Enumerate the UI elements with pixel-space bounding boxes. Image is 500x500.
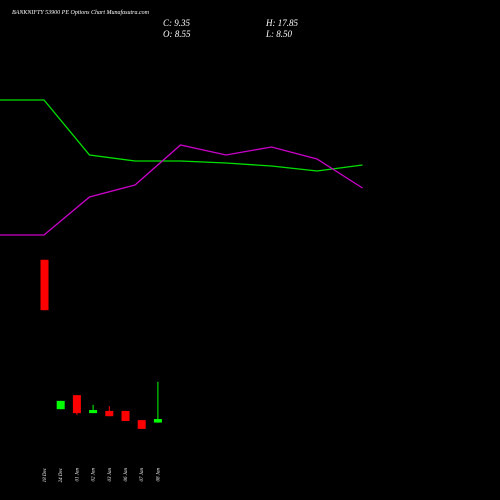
- candle-body: [72, 395, 81, 414]
- x-tick-label: 06 Jan: [124, 468, 129, 482]
- x-tick-label: 07 Jan: [140, 468, 145, 482]
- ohlc-label: H: 17.85: [265, 18, 298, 28]
- candle-body: [56, 400, 65, 410]
- x-tick-label: 18 Dec: [43, 467, 48, 482]
- candle-body: [105, 410, 114, 417]
- chart-title: BANKNIFTY 53900 PE Options Chart Munafas…: [12, 9, 150, 16]
- candle-body: [137, 420, 146, 429]
- ohlc-label: C: 9.35: [163, 18, 191, 28]
- x-tick-label: 03 Jan: [108, 468, 113, 482]
- candle-body: [153, 419, 162, 423]
- candle-body: [89, 410, 98, 414]
- indicator-line: [0, 144, 363, 236]
- x-tick-label: 24 Dec: [59, 467, 64, 482]
- ohlc-label: O: 8.55: [163, 29, 191, 39]
- ohlc-label: L: 8.50: [265, 29, 293, 39]
- x-tick-label: 02 Jan: [92, 468, 97, 482]
- candle-body: [40, 259, 49, 311]
- x-tick-label: 08 Jan: [156, 468, 161, 482]
- x-tick-label: 01 Jan: [75, 468, 80, 482]
- indicator-line: [0, 99, 363, 172]
- candle-body: [121, 410, 130, 422]
